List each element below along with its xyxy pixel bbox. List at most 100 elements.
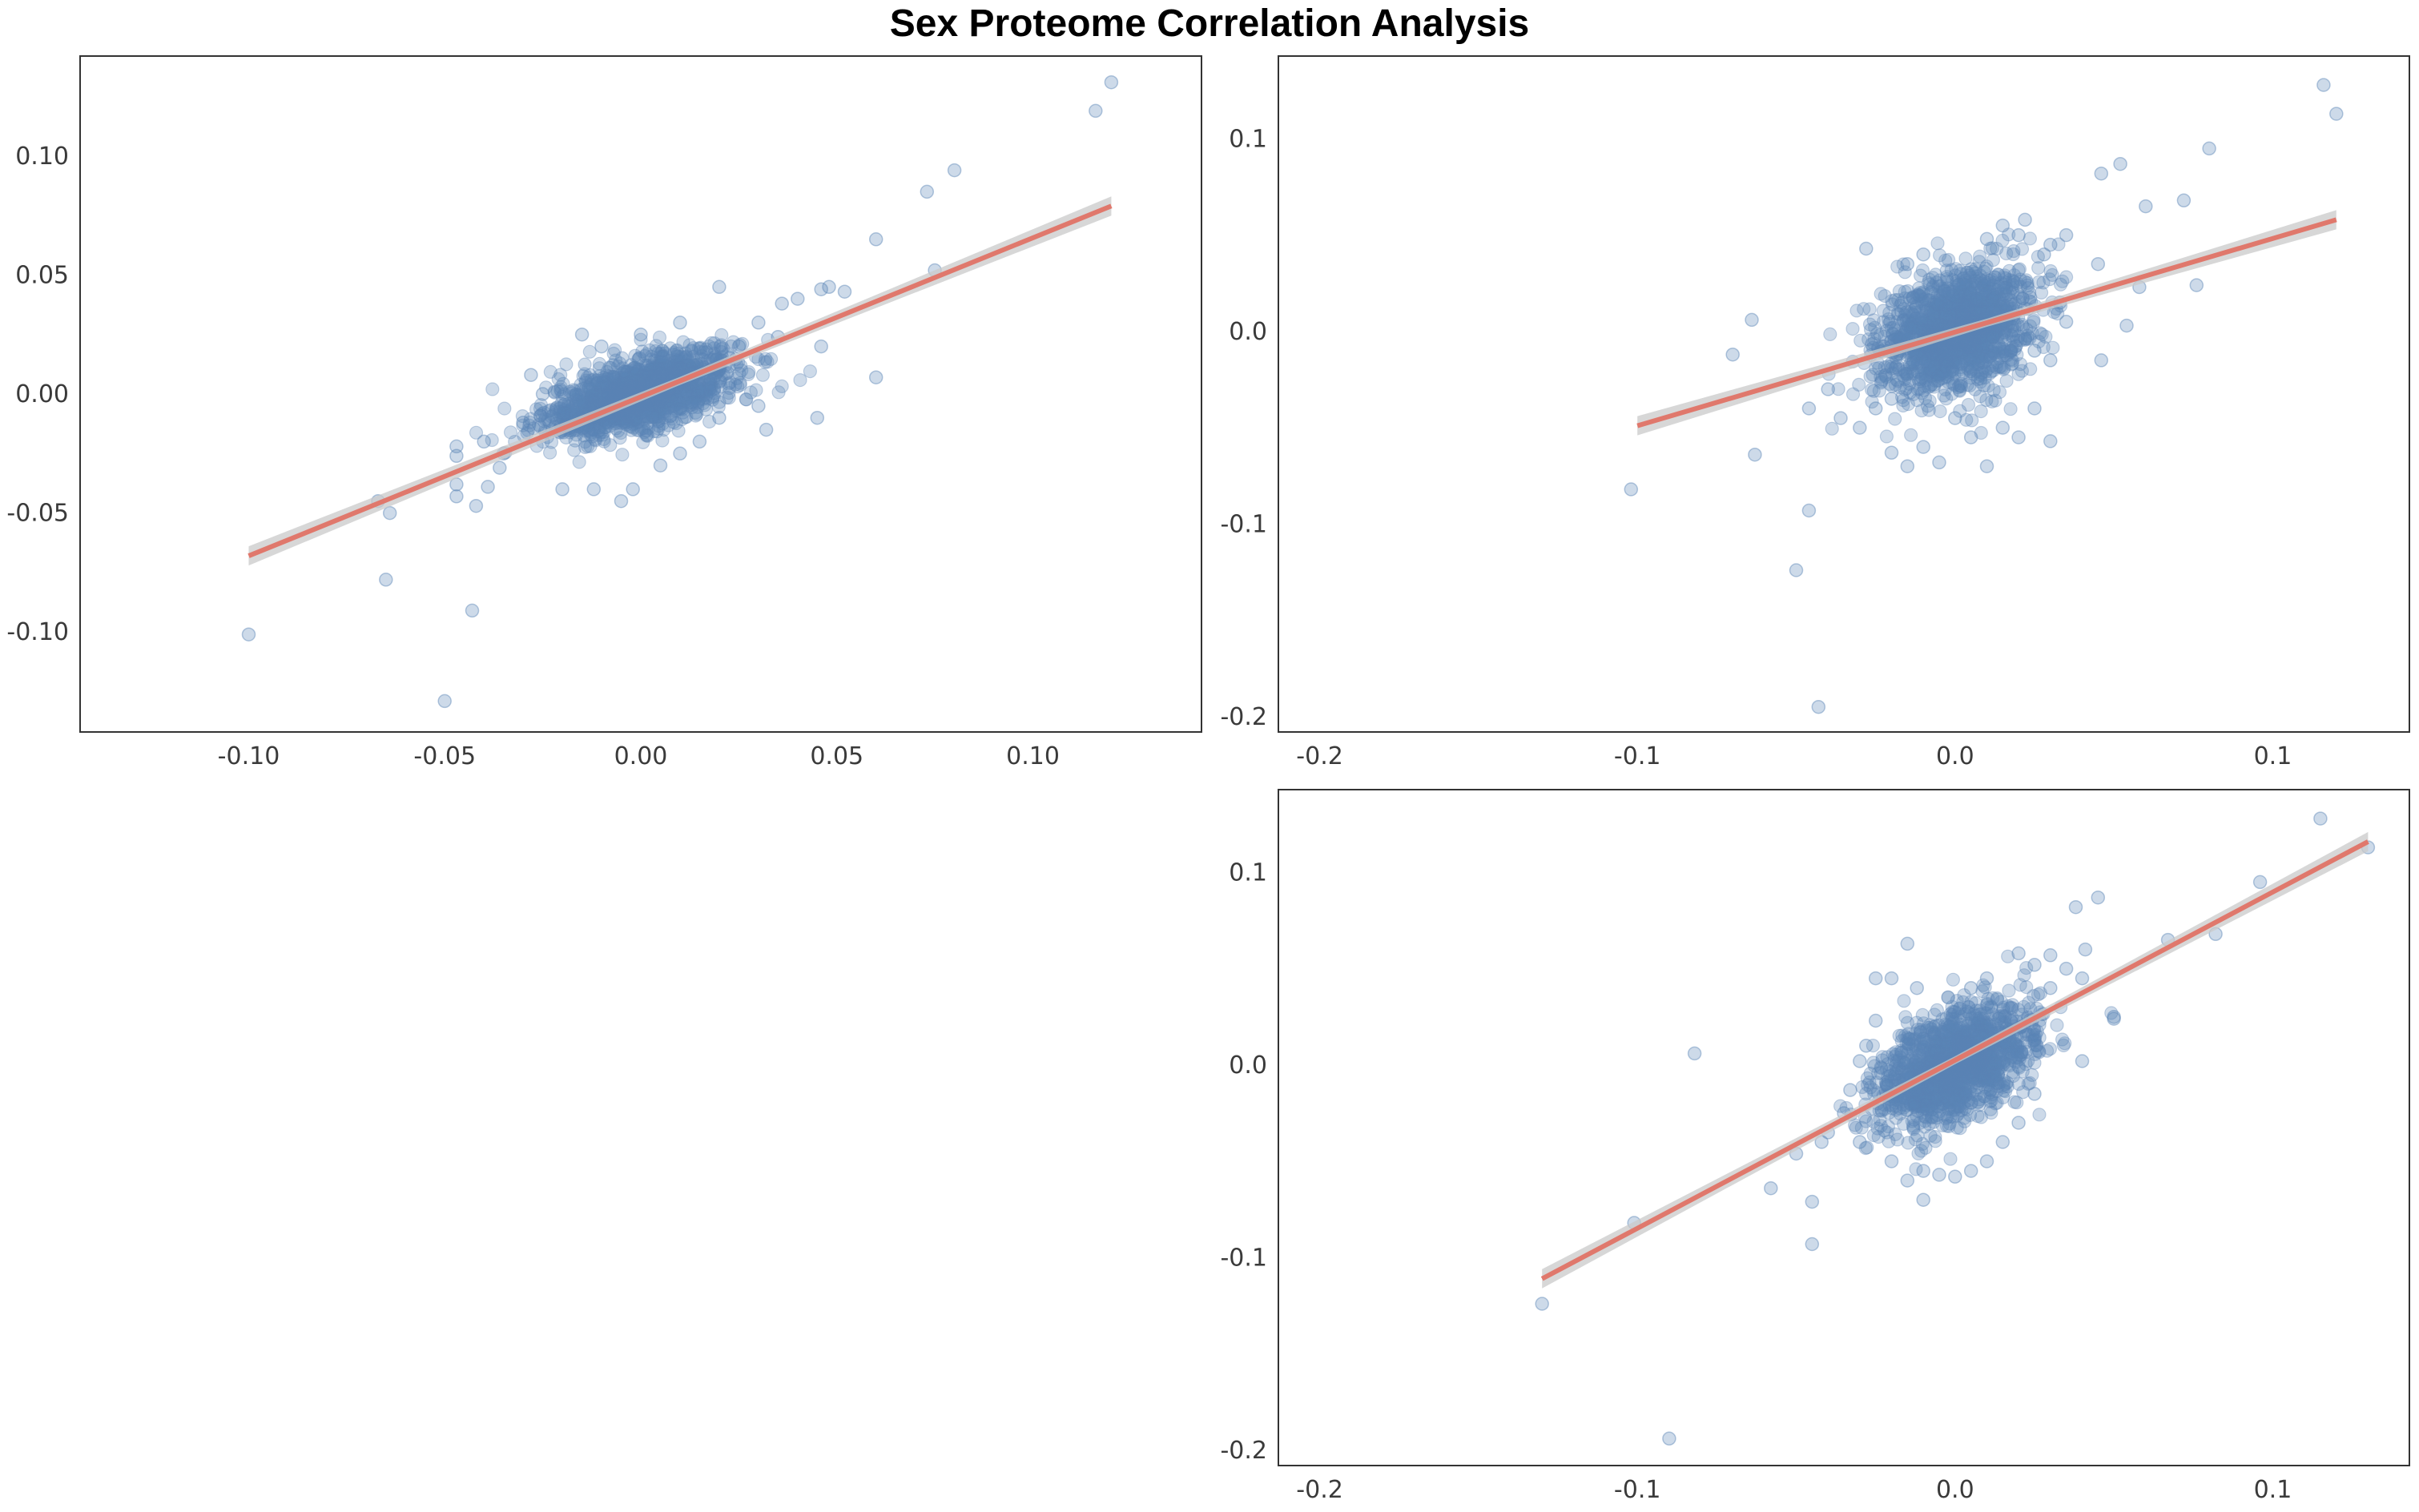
scatter-panel-top-left: -0.10 -0.05 0.00 0.05 0.10-0.10-0.050.000.05… — [6, 55, 1202, 770]
scatter-point — [1897, 994, 1911, 1008]
scatter-point — [599, 368, 614, 383]
scatter-point — [666, 363, 681, 377]
scatter-point — [634, 410, 648, 424]
scatter-point — [627, 416, 642, 431]
scatter-point — [613, 412, 627, 427]
scatter-point — [713, 375, 727, 389]
scatter-point — [634, 405, 648, 420]
scatter-point — [2329, 107, 2344, 121]
scatter-point — [707, 346, 722, 360]
scatter-point — [644, 362, 658, 376]
scatter-point — [2091, 890, 2106, 905]
scatter-point — [586, 372, 602, 387]
scatter-point — [714, 328, 729, 342]
scatter-point — [578, 440, 593, 454]
scatter-point — [700, 392, 715, 406]
scatter-point — [2075, 1054, 2090, 1068]
x-tick-label: 0.10 — [1006, 742, 1060, 770]
scatter-point — [2011, 1116, 2026, 1130]
scatter-point — [568, 433, 582, 448]
scatter-point — [382, 505, 397, 521]
y-tick-label: 0.00 — [15, 380, 69, 408]
scatter-point — [1535, 1297, 1549, 1311]
scatter-point — [654, 347, 668, 361]
scatter-point — [2078, 942, 2093, 957]
scatter-point — [1745, 312, 1759, 328]
scatter-point — [2094, 353, 2109, 368]
scatter-point — [678, 395, 694, 409]
scatter-point — [690, 380, 704, 394]
scatter-point — [609, 385, 623, 400]
scatter-point — [633, 376, 647, 390]
scatter-point — [735, 363, 749, 378]
scatter-point — [685, 380, 699, 394]
y-tick-label: 0.0 — [1229, 318, 1267, 346]
scatter-point — [749, 383, 763, 397]
scatter-point — [1958, 1064, 1972, 1080]
scatter-point — [623, 374, 638, 388]
scatter-point — [707, 381, 722, 396]
scatter-point — [686, 388, 700, 402]
scatter-point — [624, 378, 638, 392]
scatter-point — [547, 385, 562, 400]
scatter-point — [666, 396, 681, 410]
scatter-point — [582, 397, 597, 412]
scatter-point — [659, 359, 674, 373]
scatter-point — [615, 361, 630, 376]
scatter-point — [524, 368, 538, 382]
scatter-point — [631, 362, 646, 376]
scatter-point — [1879, 1077, 1894, 1092]
scatter-point — [493, 460, 507, 475]
scatter-point — [732, 367, 747, 381]
x-tick-label: -0.1 — [1614, 742, 1661, 770]
scatter-point — [614, 411, 628, 425]
scatter-point — [682, 398, 697, 412]
scatter-point — [1868, 401, 1883, 416]
scatter-point — [2037, 247, 2051, 262]
scatter-point — [608, 388, 623, 402]
scatter-point — [2027, 1087, 2042, 1101]
scatter-point — [2050, 1018, 2064, 1032]
scatter-point — [1879, 429, 1894, 444]
scatter-point — [616, 383, 630, 397]
scatter-point — [590, 376, 605, 390]
scatter-point — [666, 347, 681, 362]
scatter-point — [702, 376, 717, 391]
scatter-point — [651, 412, 666, 426]
scatter-point — [1903, 428, 1918, 442]
scatter-point — [1943, 1152, 1958, 1166]
scatter-point — [580, 389, 594, 404]
scatter-point — [2043, 980, 2058, 995]
scatter-point — [1901, 284, 1915, 299]
scatter-point — [580, 370, 595, 385]
scatter-point — [674, 354, 689, 368]
scatter-point — [651, 421, 666, 436]
scatter-point — [680, 388, 694, 402]
scatter-point — [565, 386, 579, 400]
scatter-point — [618, 368, 633, 382]
scatter-point — [760, 355, 775, 369]
scatter-point — [2031, 261, 2046, 275]
scatter-point — [1951, 277, 1966, 292]
scatter-point — [622, 380, 636, 395]
scatter-point — [751, 399, 766, 413]
scatter-point — [481, 480, 495, 494]
scatter-point — [1983, 1049, 1998, 1064]
scatter-point — [707, 336, 722, 351]
scatter-point — [449, 439, 464, 454]
scatter-point — [585, 429, 600, 444]
scatter-point — [596, 370, 610, 385]
scatter-point — [611, 376, 626, 392]
scatter-point — [1954, 338, 1968, 352]
scatter-point — [663, 360, 678, 376]
y-tick-label: 0.1 — [1229, 125, 1267, 153]
scatter-point — [708, 376, 723, 390]
scatter-point — [670, 363, 685, 378]
scatter-point — [680, 382, 694, 396]
scatter-point — [1996, 1090, 2010, 1104]
scatter-point — [759, 422, 774, 437]
scatter-point — [669, 404, 683, 418]
scatter-point — [1932, 248, 1947, 263]
x-tick-label: 0.00 — [614, 742, 668, 770]
scatter-point — [1811, 699, 1826, 714]
